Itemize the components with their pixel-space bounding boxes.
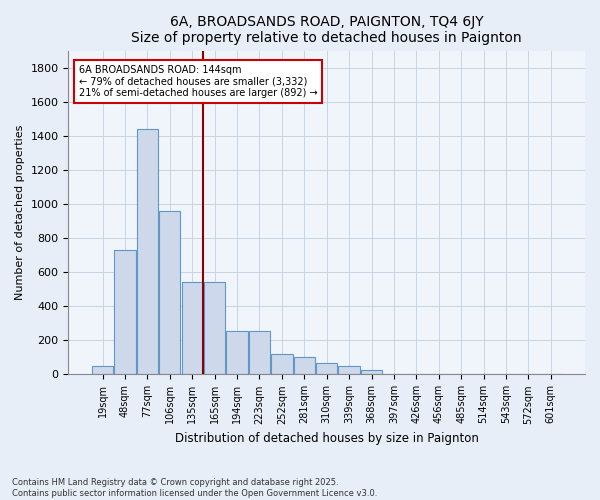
Y-axis label: Number of detached properties: Number of detached properties [15,125,25,300]
X-axis label: Distribution of detached houses by size in Paignton: Distribution of detached houses by size … [175,432,479,445]
Bar [115,250,136,374]
Bar [159,211,181,374]
Bar [316,364,337,374]
Bar [271,354,293,374]
Bar [137,129,158,374]
Bar [226,331,248,374]
Bar [249,331,270,374]
Bar [204,282,225,374]
Bar [338,366,360,374]
Text: 6A BROADSANDS ROAD: 144sqm
← 79% of detached houses are smaller (3,332)
21% of s: 6A BROADSANDS ROAD: 144sqm ← 79% of deta… [79,65,317,98]
Bar [293,358,315,374]
Bar [361,370,382,374]
Bar [92,366,113,374]
Bar [182,282,203,374]
Title: 6A, BROADSANDS ROAD, PAIGNTON, TQ4 6JY
Size of property relative to detached hou: 6A, BROADSANDS ROAD, PAIGNTON, TQ4 6JY S… [131,15,522,45]
Text: Contains HM Land Registry data © Crown copyright and database right 2025.
Contai: Contains HM Land Registry data © Crown c… [12,478,377,498]
